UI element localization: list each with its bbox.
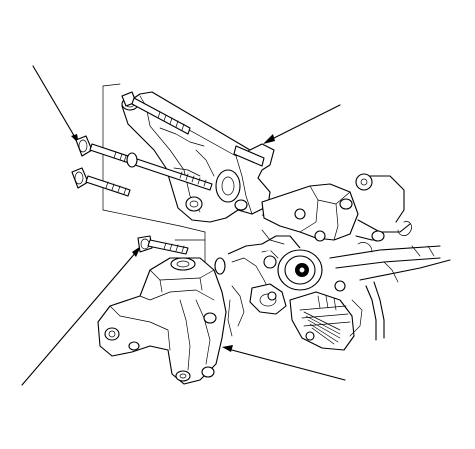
leader-line-bracket [263,104,341,144]
bolt-long [75,135,213,191]
upper-bracket [121,91,275,223]
leader-line-bolt [32,65,79,144]
mount-bracket [97,257,227,385]
bolt-lower [71,167,131,197]
leader-line-mount-bracket [222,345,346,381]
bolt-upper [121,91,191,135]
bolt-mount [137,235,189,255]
engine-block [227,173,451,351]
leader-line-mount-bolt [21,246,141,386]
